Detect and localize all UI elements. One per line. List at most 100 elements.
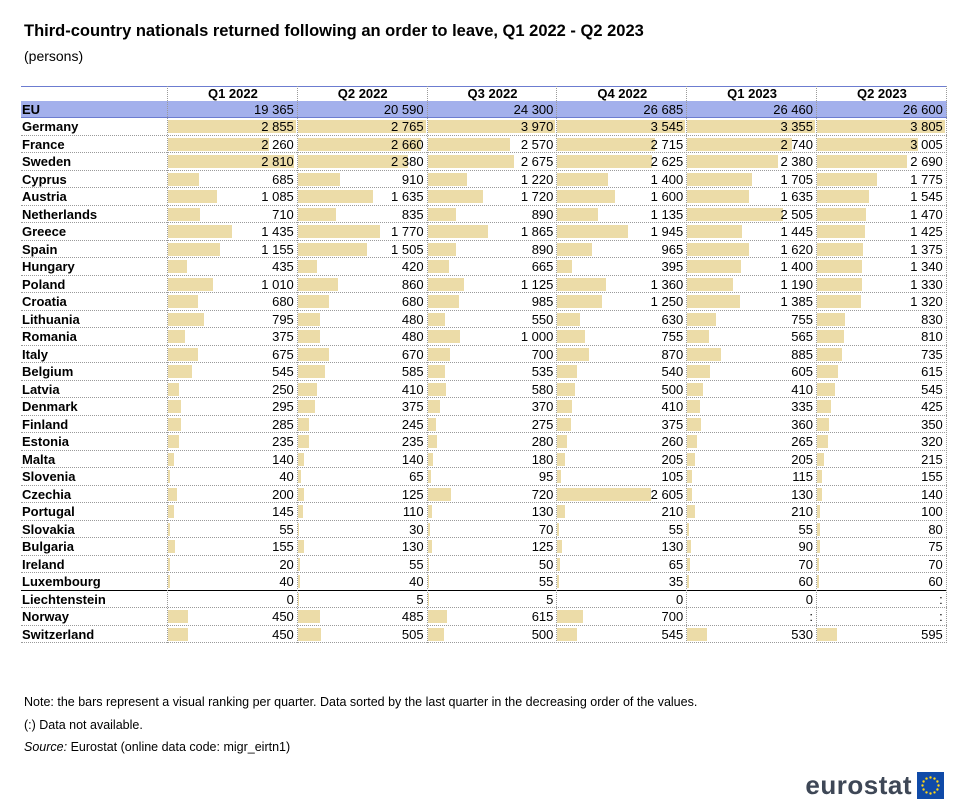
- table-cell: 250: [168, 381, 298, 398]
- table-cell: 410: [557, 398, 687, 415]
- value-bar: [687, 452, 695, 466]
- table-cell: 35: [557, 573, 687, 590]
- value-bar: [168, 120, 296, 133]
- cell-value: 90: [798, 539, 813, 554]
- value-bar: [297, 295, 330, 308]
- value-bar: [557, 557, 560, 571]
- cell-value: 1 340: [910, 259, 943, 274]
- value-bar: [168, 225, 233, 238]
- table-cell: 2 715: [557, 136, 687, 153]
- value-bar: [427, 365, 445, 378]
- row-label: Estonia: [22, 434, 69, 449]
- table-cell: 140: [168, 451, 298, 468]
- cell-value: 545: [272, 364, 294, 379]
- cell-value: 70: [928, 556, 943, 572]
- cell-value: 65: [409, 469, 424, 484]
- row-label: Poland: [22, 276, 66, 292]
- value-bar: [427, 172, 467, 186]
- table-cell: 360: [687, 416, 817, 433]
- table-cell: 710: [168, 206, 298, 223]
- value-bar: [168, 155, 294, 168]
- value-bar: [557, 277, 607, 291]
- table-cell: 1 445: [687, 223, 817, 240]
- table-cell: 55: [687, 521, 817, 538]
- table-row: Lithuania 795 480 550 630 755 830: [21, 311, 947, 328]
- value-bar: [557, 225, 628, 238]
- cell-value: 245: [401, 416, 424, 432]
- table-cell: 985: [427, 293, 558, 310]
- column-header-1: Q2 2022: [337, 86, 388, 101]
- row-label: Ireland: [22, 556, 65, 572]
- table-cell: 1 705: [687, 171, 817, 188]
- cell-value: 1 435: [261, 224, 294, 239]
- aggregate-row: EU 19 365 20 590 24 300 26 685 26 460 26 600: [21, 101, 947, 118]
- table-cell: 1 385: [687, 293, 817, 310]
- table-cell: 205: [557, 451, 687, 468]
- value-bar: [817, 242, 864, 256]
- cell-value: 435: [272, 259, 294, 274]
- table-cell: 480: [297, 311, 428, 328]
- value-bar: [687, 347, 721, 361]
- cell-value: 720: [531, 486, 554, 502]
- flag-star: [925, 776, 928, 780]
- table-cell: 275: [427, 416, 558, 433]
- value-bar: [817, 452, 825, 466]
- table-cell: 125: [427, 538, 558, 555]
- table-cell: 1 400: [687, 258, 817, 275]
- table-row: Romania 375 480 1 000 755 565 810: [21, 328, 947, 346]
- table-cell: 1 720: [427, 188, 558, 205]
- table-cell: 720: [427, 486, 558, 503]
- cell-value: 155: [921, 469, 943, 484]
- value-bar: [687, 522, 690, 536]
- value-bar: [427, 295, 460, 308]
- table-cell: 375: [297, 398, 428, 415]
- value-bar: [168, 172, 199, 186]
- value-bar: [168, 575, 170, 588]
- table-cell: 540: [557, 363, 687, 380]
- cell-value: 265: [791, 434, 813, 449]
- cell-value: 565: [791, 329, 813, 344]
- table-row: Latvia 250 410 580 500 410 545: [21, 381, 947, 398]
- table-cell: 615: [427, 608, 558, 625]
- cell-value: 140: [401, 451, 424, 467]
- cell-value: 1 135: [650, 206, 684, 222]
- cell-value: 1 705: [780, 171, 813, 187]
- table-row: Slovenia 40 65 95 105 115 155: [21, 468, 947, 486]
- cell-value: :: [939, 609, 943, 624]
- table-cell: 70: [817, 556, 947, 573]
- value-bar: [557, 295, 603, 308]
- value-bar: [297, 225, 380, 238]
- table-cell: 1 190: [687, 276, 817, 293]
- table-cell: 700: [427, 346, 558, 363]
- eurostat-logo: eurostat: [805, 770, 944, 800]
- table-cell: 685: [168, 171, 298, 188]
- table-cell: 2 570: [427, 136, 558, 153]
- table-cell: 1 620: [687, 241, 817, 258]
- chart-subtitle: (persons): [24, 48, 84, 64]
- value-bar: [687, 330, 709, 343]
- value-bar: [297, 277, 338, 291]
- value-bar: [427, 452, 434, 466]
- cell-value: 375: [401, 399, 424, 414]
- cell-value: 685: [272, 171, 294, 187]
- value-bar: [427, 592, 430, 606]
- cell-value: 1 220: [520, 171, 554, 187]
- table-cell: 480: [297, 328, 428, 345]
- cell-value: 595: [921, 626, 943, 642]
- cell-value: 665: [531, 259, 554, 274]
- cell-value: 1 865: [520, 224, 554, 239]
- row-label: Slovenia: [22, 469, 76, 484]
- table-cell: 3 545: [557, 118, 687, 135]
- cell-value: 860: [401, 276, 424, 292]
- cell-value: 830: [921, 311, 943, 327]
- cell-value: 26 685: [643, 102, 684, 117]
- table-cell: 0: [557, 591, 687, 608]
- cell-value: 70: [538, 521, 554, 537]
- table-cell: 485: [297, 608, 428, 625]
- value-bar: [687, 312, 716, 326]
- table-cell: 210: [687, 503, 817, 520]
- table-cell: 585: [297, 363, 428, 380]
- table-cell: 395: [557, 258, 687, 275]
- table-cell: 105: [557, 468, 687, 485]
- cell-value: 2 380: [780, 154, 813, 169]
